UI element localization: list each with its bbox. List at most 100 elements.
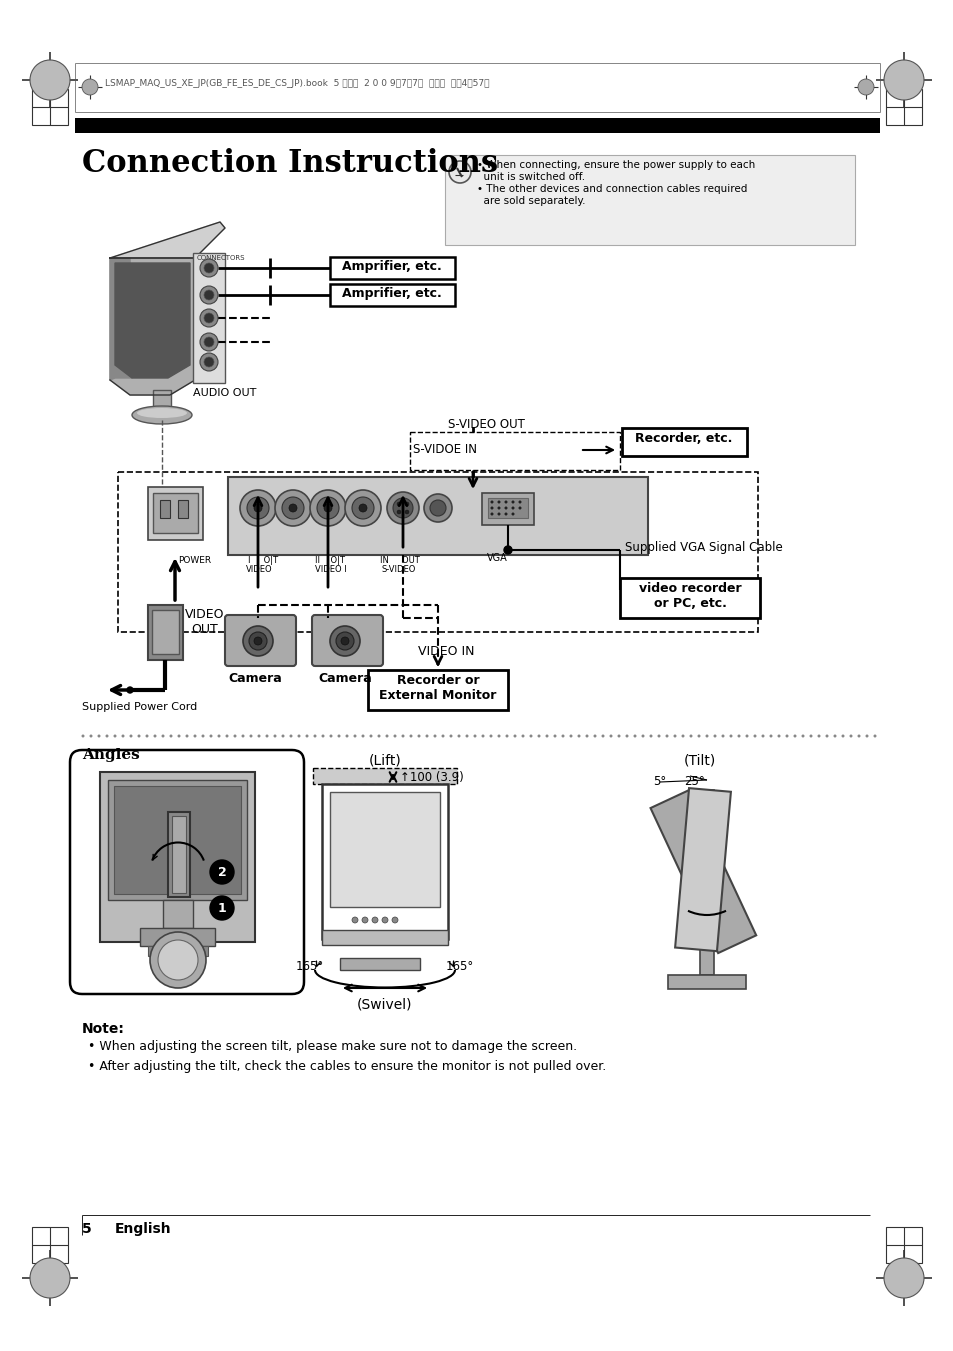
Bar xyxy=(75,118,879,132)
Bar xyxy=(32,1227,68,1263)
Circle shape xyxy=(249,632,267,650)
Bar xyxy=(339,958,419,970)
Circle shape xyxy=(481,735,484,738)
Circle shape xyxy=(241,735,244,738)
Circle shape xyxy=(490,513,493,515)
Circle shape xyxy=(497,513,499,515)
Circle shape xyxy=(225,735,229,738)
Bar xyxy=(368,670,507,711)
Circle shape xyxy=(473,735,476,738)
Circle shape xyxy=(201,735,204,738)
Circle shape xyxy=(503,546,512,554)
Circle shape xyxy=(569,735,572,738)
Circle shape xyxy=(817,735,820,738)
Circle shape xyxy=(801,735,803,738)
Text: Note:: Note: xyxy=(82,1021,125,1036)
Text: 165°: 165° xyxy=(295,961,324,973)
Circle shape xyxy=(511,507,514,509)
Circle shape xyxy=(177,735,180,738)
Bar xyxy=(885,1227,921,1263)
Circle shape xyxy=(377,735,380,738)
Bar xyxy=(160,500,170,517)
Circle shape xyxy=(82,78,98,95)
Text: Connection Instructions: Connection Instructions xyxy=(82,149,497,178)
Bar xyxy=(330,284,455,305)
Circle shape xyxy=(30,59,70,100)
Text: Amprifier, etc.: Amprifier, etc. xyxy=(342,286,441,300)
Circle shape xyxy=(744,735,748,738)
Circle shape xyxy=(321,735,324,738)
Circle shape xyxy=(713,735,716,738)
Circle shape xyxy=(247,497,269,519)
Text: Angles: Angles xyxy=(82,748,139,762)
Text: VIDEO I: VIDEO I xyxy=(314,565,346,574)
Circle shape xyxy=(521,735,524,738)
Text: VIDEO: VIDEO xyxy=(246,565,273,574)
Circle shape xyxy=(127,688,132,693)
Circle shape xyxy=(30,1258,70,1298)
Circle shape xyxy=(200,332,218,351)
Circle shape xyxy=(784,735,788,738)
Circle shape xyxy=(753,735,756,738)
Circle shape xyxy=(809,735,812,738)
Text: POWER: POWER xyxy=(178,557,211,565)
Circle shape xyxy=(423,494,452,521)
Bar xyxy=(675,788,730,951)
Circle shape xyxy=(490,501,493,503)
Circle shape xyxy=(737,735,740,738)
Circle shape xyxy=(793,735,796,738)
Circle shape xyxy=(265,735,268,738)
Text: 5: 5 xyxy=(82,1223,91,1236)
Circle shape xyxy=(352,917,357,923)
Circle shape xyxy=(329,735,333,738)
Circle shape xyxy=(253,504,262,512)
Circle shape xyxy=(392,917,397,923)
Circle shape xyxy=(841,735,843,738)
Circle shape xyxy=(381,917,388,923)
Bar xyxy=(621,428,746,457)
Text: CONNECTORS: CONNECTORS xyxy=(196,255,245,261)
Polygon shape xyxy=(110,258,132,380)
Circle shape xyxy=(824,735,827,738)
Circle shape xyxy=(705,735,708,738)
Ellipse shape xyxy=(137,408,187,417)
Circle shape xyxy=(345,490,380,526)
Text: II    O|T: II O|T xyxy=(314,557,345,565)
Text: video recorder
or PC, etc.: video recorder or PC, etc. xyxy=(638,582,740,611)
Text: IN     OUT: IN OUT xyxy=(379,557,419,565)
Text: English: English xyxy=(115,1223,172,1236)
Circle shape xyxy=(697,735,700,738)
Circle shape xyxy=(150,932,206,988)
Circle shape xyxy=(217,735,220,738)
Bar xyxy=(100,771,254,942)
Circle shape xyxy=(161,735,164,738)
Circle shape xyxy=(369,735,372,738)
Circle shape xyxy=(153,735,156,738)
Circle shape xyxy=(396,509,400,513)
Text: AUDIO OUT: AUDIO OUT xyxy=(193,388,256,399)
Bar xyxy=(885,89,921,126)
Circle shape xyxy=(233,735,236,738)
Circle shape xyxy=(297,735,300,738)
Bar xyxy=(193,253,225,382)
Circle shape xyxy=(593,735,596,738)
Circle shape xyxy=(680,735,684,738)
Bar xyxy=(113,786,241,894)
Circle shape xyxy=(537,735,540,738)
Circle shape xyxy=(665,735,668,738)
Circle shape xyxy=(640,735,644,738)
Circle shape xyxy=(504,513,507,515)
Bar xyxy=(152,611,179,654)
Circle shape xyxy=(200,286,218,304)
Circle shape xyxy=(545,735,548,738)
Circle shape xyxy=(282,497,304,519)
Circle shape xyxy=(729,735,732,738)
Circle shape xyxy=(345,735,348,738)
Bar xyxy=(700,790,713,975)
Text: (Tilt): (Tilt) xyxy=(683,754,716,767)
Circle shape xyxy=(274,735,276,738)
Circle shape xyxy=(340,638,349,644)
Text: LSMAP_MAQ_US_XE_JP(GB_FE_ES_DE_CS_JP).book  5 ページ  2 0 0 9年7月7日  火曜日  午後4時57分: LSMAP_MAQ_US_XE_JP(GB_FE_ES_DE_CS_JP).bo… xyxy=(105,80,489,89)
Bar xyxy=(148,486,203,540)
Circle shape xyxy=(689,735,692,738)
